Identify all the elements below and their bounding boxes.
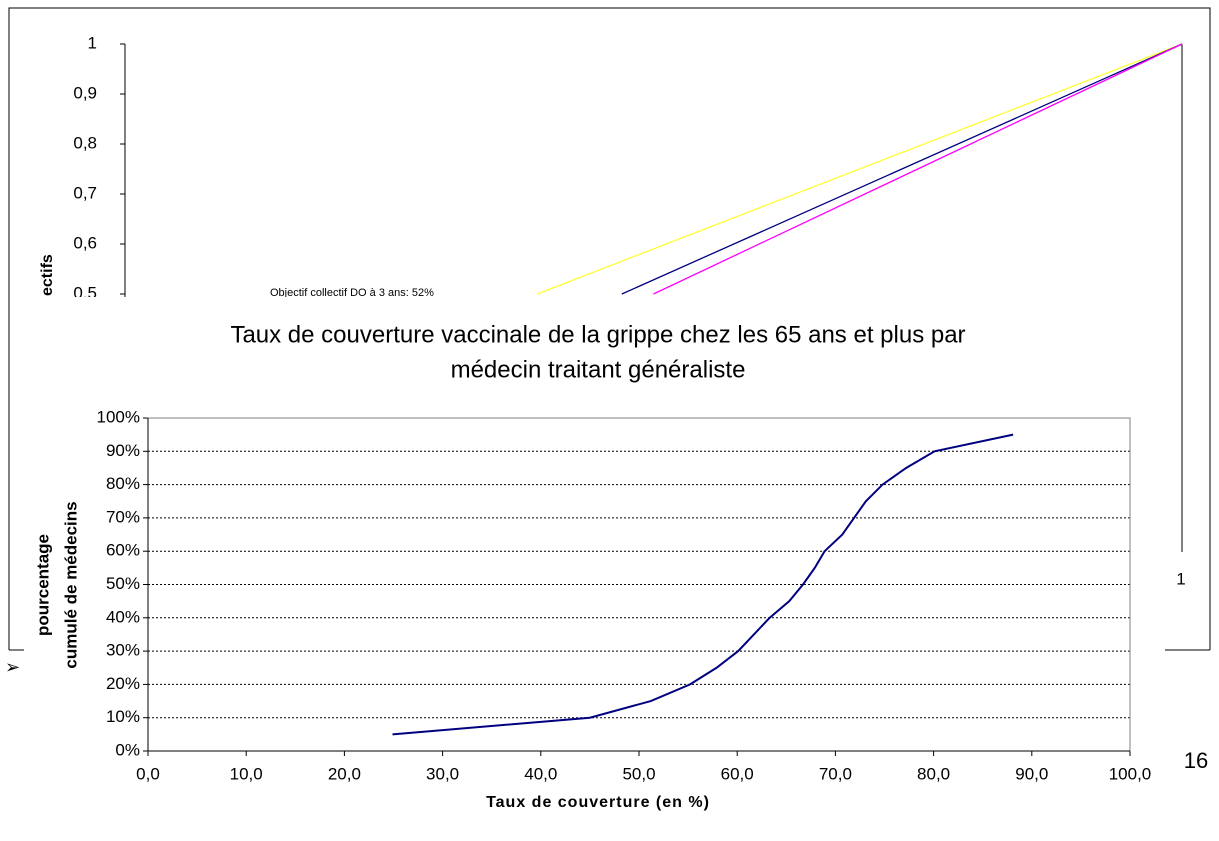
y-tick-label: 0,9 [73, 83, 97, 102]
y-tick-label: 20% [106, 674, 140, 693]
y-tick-label: 10% [106, 707, 140, 726]
foreground-chart-area [24, 297, 1165, 841]
background-frame [8, 7, 1211, 650]
x-tick-label: 70,0 [819, 764, 852, 783]
x-axis-label: Taux de couverture (en %) [486, 794, 710, 811]
x-tick-label: 30,0 [426, 764, 459, 783]
y-tick-label: 0,8 [73, 133, 97, 152]
x-tick-label: 20,0 [328, 764, 361, 783]
y-tick-label: 1 [88, 33, 97, 52]
y-tick-label: 0,6 [73, 233, 97, 252]
y-tick-label: 0,7 [73, 183, 97, 202]
y-tick-label: 90% [106, 441, 140, 460]
x-tick-label: 0,0 [136, 764, 160, 783]
data-line [392, 433, 1014, 736]
annotation: Objectif collectif DO à 3 ans: 52% [270, 287, 434, 299]
y-tick-label: 70% [106, 507, 140, 526]
y-axis-label: pourcentage [33, 534, 52, 636]
y-axis-label: ectifs [39, 254, 56, 296]
page-number: 16 [1184, 748, 1208, 773]
foreground-chart: 0% 10% 20% 30% 40% 50% 60% 70% 80% 90% 100% 0,0 10,0… [33, 321, 1151, 811]
x-tick-label: 50,0 [622, 764, 655, 783]
data-line [621, 43, 1183, 295]
x-tick-label: 10,0 [230, 764, 263, 783]
y-tick-label: 80% [106, 474, 140, 493]
background-x-tick-label: 1 [1176, 569, 1185, 588]
x-tick-label: 90,0 [1015, 764, 1048, 783]
x-tick-label: 100,0 [1109, 764, 1152, 783]
x-tick-label: 80,0 [917, 764, 950, 783]
chart-title: Taux de couverture vaccinale de la gripp… [230, 321, 965, 348]
data-line [536, 43, 1183, 295]
y-tick-label: 0% [115, 740, 140, 759]
y-axis-label: cumulé de médecins [61, 501, 80, 668]
y-tick-label: 100% [97, 407, 140, 426]
chart-title: médecin traitant généraliste [451, 356, 746, 383]
y-tick-label: 60% [106, 541, 140, 560]
y-tick-label: 40% [106, 607, 140, 626]
y-tick-label: 50% [106, 574, 140, 593]
y-tick-label: 30% [106, 641, 140, 660]
bullet: ➢ [5, 657, 20, 677]
x-tick-label: 40,0 [524, 764, 557, 783]
x-tick-label: 60,0 [721, 764, 754, 783]
data-line [653, 43, 1183, 295]
y-tick-label: 0,5 [73, 283, 97, 302]
